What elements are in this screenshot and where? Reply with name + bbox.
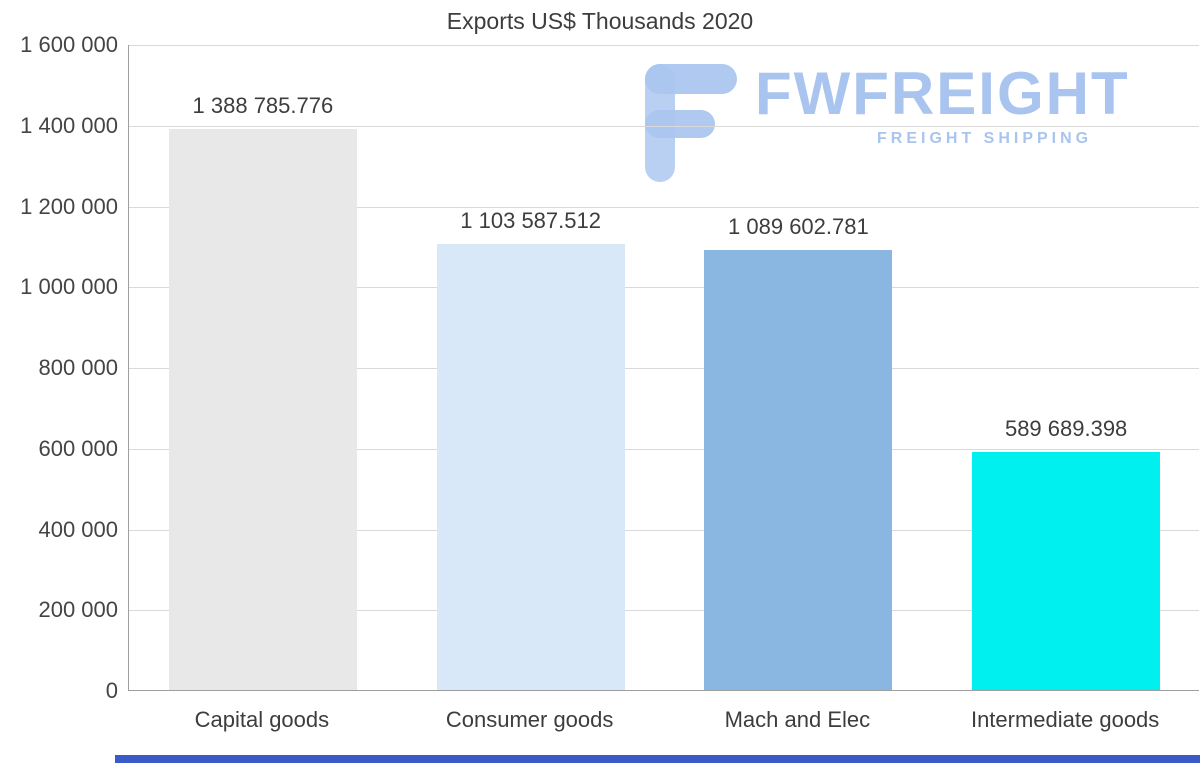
gridline <box>129 45 1199 46</box>
bar-capital-goods <box>168 129 357 690</box>
gridline <box>129 287 1199 289</box>
gridline <box>129 206 1199 208</box>
y-tick-label: 200 000 <box>38 597 118 623</box>
bar-value-label: 1 388 785.776 <box>192 93 334 119</box>
bar-value-label: 589 689.398 <box>1004 415 1128 441</box>
x-category-label: Consumer goods <box>445 707 614 732</box>
gridline <box>129 610 1199 612</box>
plot-area: 1 388 785.776 1 103 587.512 1 089 602.781 5… <box>128 45 1199 691</box>
x-category-label: Intermediate goods <box>970 707 1160 732</box>
bar-value-label: 1 103 587.512 <box>460 208 601 234</box>
y-tick-label: 400 000 <box>38 516 118 542</box>
y-tick-label: 1 000 000 <box>20 274 118 300</box>
bar-value-label: 1 089 602.781 <box>728 214 869 240</box>
x-category-label: Capital goods <box>194 707 330 732</box>
bar-intermediate-goods <box>972 451 1161 690</box>
gridline <box>129 125 1199 127</box>
gridline <box>129 368 1199 369</box>
y-tick-label: 0 <box>105 678 118 703</box>
x-category-label: Mach and Elec <box>724 707 871 732</box>
gridline <box>129 529 1199 531</box>
gridline <box>129 448 1199 450</box>
y-tick-label: 1 400 000 <box>20 112 118 138</box>
y-tick-label: 800 000 <box>38 355 118 380</box>
footer-strip <box>115 755 1200 763</box>
bar-consumer-goods <box>436 244 625 690</box>
chart-title: Exports US$ Thousands 2020 <box>446 8 754 34</box>
y-tick-label: 1 200 000 <box>20 193 118 219</box>
y-tick-label: 600 000 <box>38 435 118 461</box>
y-tick-label: 1 600 000 <box>20 32 118 57</box>
bar-mach-and-elec <box>704 250 893 690</box>
